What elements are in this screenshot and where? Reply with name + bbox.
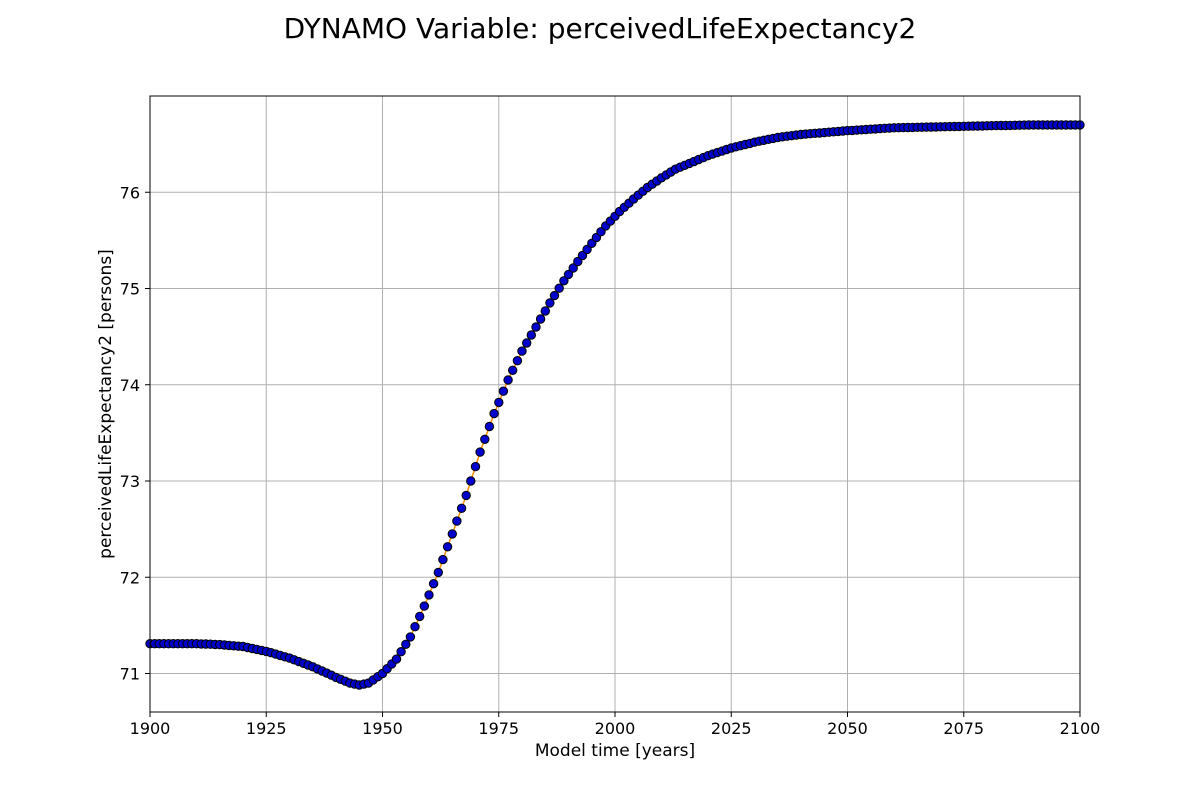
x-axis-label: Model time [years] [535, 741, 695, 761]
data-point [475, 447, 485, 457]
y-tick-label: 71 [120, 665, 140, 684]
data-point [424, 590, 434, 600]
data-point [419, 601, 429, 611]
data-series [145, 120, 1085, 690]
data-point [470, 461, 481, 472]
data-point [494, 397, 504, 408]
data-point [503, 375, 513, 385]
y-tick-label: 76 [120, 183, 140, 202]
data-point [410, 622, 420, 632]
data-point [526, 330, 536, 340]
data-point [498, 386, 509, 396]
y-tick-label: 75 [120, 280, 140, 299]
data-point [415, 611, 425, 622]
data-point [582, 244, 592, 255]
data-point [512, 356, 523, 366]
data-point [438, 554, 448, 565]
x-tick-label: 1975 [478, 719, 519, 738]
data-point [508, 365, 518, 375]
data-point [489, 408, 499, 419]
data-point [466, 476, 476, 486]
data-point [401, 639, 411, 649]
data-point [447, 529, 457, 539]
data-point [554, 283, 564, 293]
data-point [480, 434, 490, 444]
data-point [549, 290, 560, 301]
x-tick-label: 2050 [827, 719, 868, 738]
x-tick-label: 2075 [943, 719, 984, 738]
grid [149, 96, 1081, 712]
x-tick-label: 1900 [130, 719, 171, 738]
data-point [535, 314, 546, 324]
data-point [452, 516, 462, 526]
y-tick-label: 73 [120, 472, 140, 491]
data-point [433, 567, 443, 578]
y-axis-label: perceivedLifeExpectancy2 [persons] [96, 249, 116, 559]
data-point [442, 542, 453, 552]
y-axis: 71 72 73 74 75 76 [120, 183, 150, 684]
data-point [563, 269, 574, 280]
x-tick-label: 2025 [711, 719, 752, 738]
x-tick-label: 1950 [362, 719, 403, 738]
data-point [559, 276, 569, 286]
data-point [428, 579, 439, 589]
x-tick-label: 1925 [246, 719, 287, 738]
data-point [405, 632, 416, 642]
x-axis: 1900 1925 1950 1975 2000 2025 2050 2075 2100 [130, 712, 1101, 738]
data-point [545, 298, 555, 308]
data-point [461, 490, 471, 501]
x-tick-label: 2000 [595, 719, 636, 738]
data-point [456, 503, 467, 513]
y-tick-label: 72 [120, 568, 140, 587]
data-point [568, 263, 578, 273]
y-tick-label: 74 [120, 376, 140, 395]
data-point [391, 654, 402, 664]
data-point [531, 322, 541, 332]
data-point [517, 346, 527, 356]
data-point [577, 250, 588, 261]
data-point [522, 338, 532, 348]
data-point [540, 306, 550, 316]
chart-title: DYNAMO Variable: perceivedLifeExpectancy… [284, 12, 917, 45]
data-point [484, 421, 495, 432]
data-point [396, 647, 406, 657]
x-tick-label: 2100 [1060, 719, 1101, 738]
